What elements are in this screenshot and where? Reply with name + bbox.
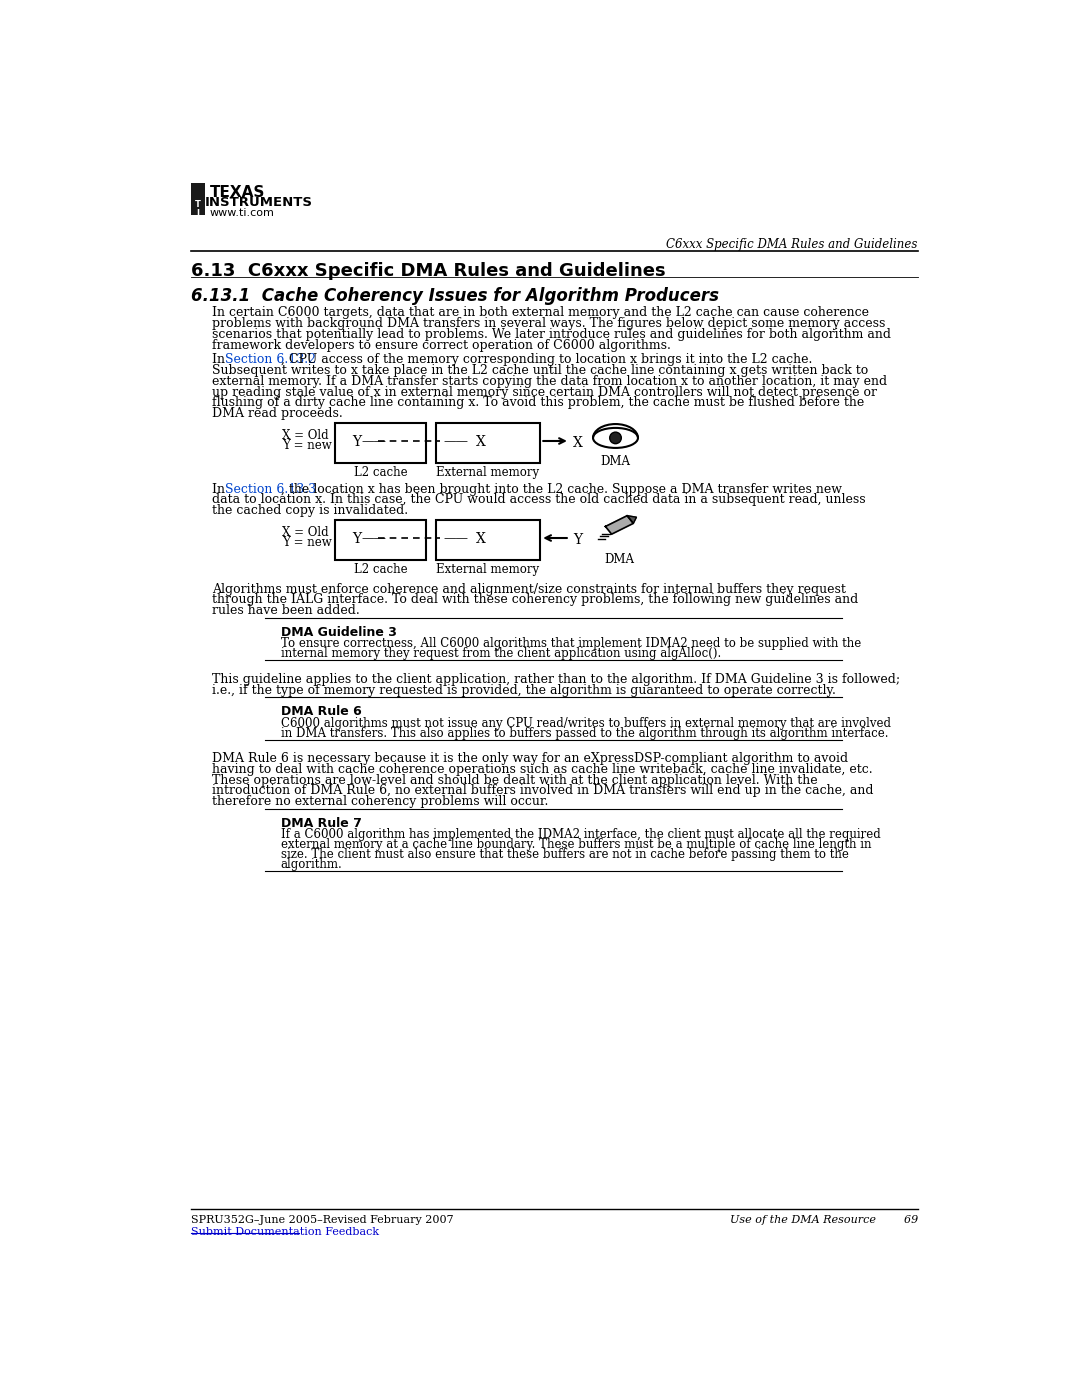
Text: www.ti.com: www.ti.com — [210, 208, 274, 218]
Text: flushing of a dirty cache line containing x. To avoid this problem, the cache mu: flushing of a dirty cache line containin… — [213, 397, 865, 409]
Bar — [335, 520, 427, 560]
Text: i.e., if the type of memory requested is provided, the algorithm is guaranteed t: i.e., if the type of memory requested is… — [213, 683, 836, 697]
Text: rules have been added.: rules have been added. — [213, 605, 361, 617]
Text: T
I: T I — [194, 200, 201, 218]
Text: DMA Rule 7: DMA Rule 7 — [281, 817, 362, 830]
Text: 6.13  C6xxx Specific DMA Rules and Guidelines: 6.13 C6xxx Specific DMA Rules and Guidel… — [191, 261, 665, 279]
Text: DMA Guideline 3: DMA Guideline 3 — [281, 626, 396, 638]
Text: This guideline applies to the client application, rather than to the algorithm. : This guideline applies to the client app… — [213, 673, 901, 686]
Text: INSTRUMENTS: INSTRUMENTS — [205, 196, 313, 210]
Polygon shape — [606, 515, 633, 534]
Text: framework developers to ensure correct operation of C6000 algorithms.: framework developers to ensure correct o… — [213, 338, 672, 352]
Text: ——: —— — [444, 434, 469, 448]
Text: DMA Rule 6: DMA Rule 6 — [281, 705, 362, 718]
Text: Y = new: Y = new — [282, 440, 332, 453]
Ellipse shape — [610, 432, 621, 444]
Text: External memory: External memory — [436, 465, 539, 479]
Text: External memory: External memory — [436, 563, 539, 576]
Text: ——: —— — [444, 532, 469, 545]
Text: Y: Y — [572, 534, 582, 548]
Text: Section 6.13.2: Section 6.13.2 — [225, 353, 315, 366]
Text: ——: —— — [362, 434, 387, 448]
Text: Y = new: Y = new — [282, 536, 332, 549]
Text: X: X — [572, 436, 583, 450]
Text: These operations are low-level and should be dealt with at the client applicatio: These operations are low-level and shoul… — [213, 774, 819, 787]
Text: In: In — [213, 482, 229, 496]
Text: Use of the DMA Resource        69: Use of the DMA Resource 69 — [729, 1215, 918, 1225]
Text: external memory. If a DMA transfer starts copying the data from location x to an: external memory. If a DMA transfer start… — [213, 374, 888, 388]
Text: X: X — [476, 434, 486, 448]
Text: SPRU352G–June 2005–Revised February 2007: SPRU352G–June 2005–Revised February 2007 — [191, 1215, 454, 1225]
Text: having to deal with cache coherence operations such as cache line writeback, cac: having to deal with cache coherence oper… — [213, 763, 873, 775]
Text: DMA Rule 6 is necessary because it is the only way for an eXpressDSP-compliant a: DMA Rule 6 is necessary because it is th… — [213, 752, 849, 766]
Text: scenarios that potentially lead to problems. We later introduce rules and guidel: scenarios that potentially lead to probl… — [213, 328, 891, 341]
Text: TEXAS: TEXAS — [210, 184, 265, 200]
Text: Algorithms must enforce coherence and alignment/size constraints for internal bu: Algorithms must enforce coherence and al… — [213, 583, 847, 595]
Text: data to location x. In this case, the CPU would access the old cached data in a : data to location x. In this case, the CP… — [213, 493, 866, 506]
Text: Subsequent writes to x take place in the L2 cache until the cache line containin: Subsequent writes to x take place in the… — [213, 365, 868, 377]
Text: external memory at a cache line boundary. These buffers must be a multiple of ca: external memory at a cache line boundary… — [281, 838, 872, 851]
Text: X = Old: X = Old — [282, 429, 329, 441]
Text: Y: Y — [352, 434, 361, 448]
Text: the cached copy is invalidated.: the cached copy is invalidated. — [213, 504, 408, 517]
Text: L2 cache: L2 cache — [354, 465, 407, 479]
Text: , the location x has been brought into the L2 cache. Suppose a DMA transfer writ: , the location x has been brought into t… — [281, 482, 842, 496]
Bar — [191, 183, 205, 215]
Text: Submit Documentation Feedback: Submit Documentation Feedback — [191, 1227, 379, 1238]
Text: through the IALG interface. To deal with these coherency problems, the following: through the IALG interface. To deal with… — [213, 594, 859, 606]
Text: introduction of DMA Rule 6, no external buffers involved in DMA transfers will e: introduction of DMA Rule 6, no external … — [213, 784, 874, 798]
Text: If a C6000 algorithm has implemented the IDMA2 interface, the client must alloca: If a C6000 algorithm has implemented the… — [281, 828, 880, 841]
Text: DMA: DMA — [600, 455, 631, 468]
Text: L2 cache: L2 cache — [354, 563, 407, 576]
Text: Y: Y — [352, 532, 361, 546]
Text: , CPU access of the memory corresponding to location x brings it into the L2 cac: , CPU access of the memory corresponding… — [281, 353, 812, 366]
Bar — [335, 422, 427, 462]
Text: internal memory they request from the client application using algAlloc().: internal memory they request from the cl… — [281, 647, 721, 661]
Text: DMA: DMA — [605, 553, 634, 566]
Text: C6000 algorithms must not issue any CPU read/writes to buffers in external memor: C6000 algorithms must not issue any CPU … — [281, 717, 891, 729]
Text: problems with background DMA transfers in several ways. The figures below depict: problems with background DMA transfers i… — [213, 317, 886, 330]
Text: C6xxx Specific DMA Rules and Guidelines: C6xxx Specific DMA Rules and Guidelines — [666, 239, 918, 251]
Text: DMA read proceeds.: DMA read proceeds. — [213, 407, 343, 420]
Polygon shape — [627, 515, 636, 524]
Text: To ensure correctness, All C6000 algorithms that implement IDMA2 need to be supp: To ensure correctness, All C6000 algorit… — [281, 637, 861, 651]
Text: algorithm.: algorithm. — [281, 858, 342, 872]
Bar — [435, 422, 540, 462]
Ellipse shape — [593, 427, 638, 448]
Text: In certain C6000 targets, data that are in both external memory and the L2 cache: In certain C6000 targets, data that are … — [213, 306, 869, 320]
Bar — [435, 520, 540, 560]
Text: therefore no external coherency problems will occur.: therefore no external coherency problems… — [213, 795, 549, 809]
Text: 6.13.1  Cache Coherency Issues for Algorithm Producers: 6.13.1 Cache Coherency Issues for Algori… — [191, 286, 719, 305]
Text: size. The client must also ensure that these buffers are not in cache before pas: size. The client must also ensure that t… — [281, 848, 849, 862]
Text: up reading stale value of x in external memory since certain DMA controllers wil: up reading stale value of x in external … — [213, 386, 877, 398]
Text: In: In — [213, 353, 229, 366]
Text: X = Old: X = Old — [282, 525, 329, 539]
Text: in DMA transfers. This also applies to buffers passed to the algorithm through i: in DMA transfers. This also applies to b… — [281, 726, 888, 739]
Text: ——: —— — [362, 532, 387, 545]
Text: Section 6.13.3: Section 6.13.3 — [225, 482, 315, 496]
Text: X: X — [476, 532, 486, 546]
